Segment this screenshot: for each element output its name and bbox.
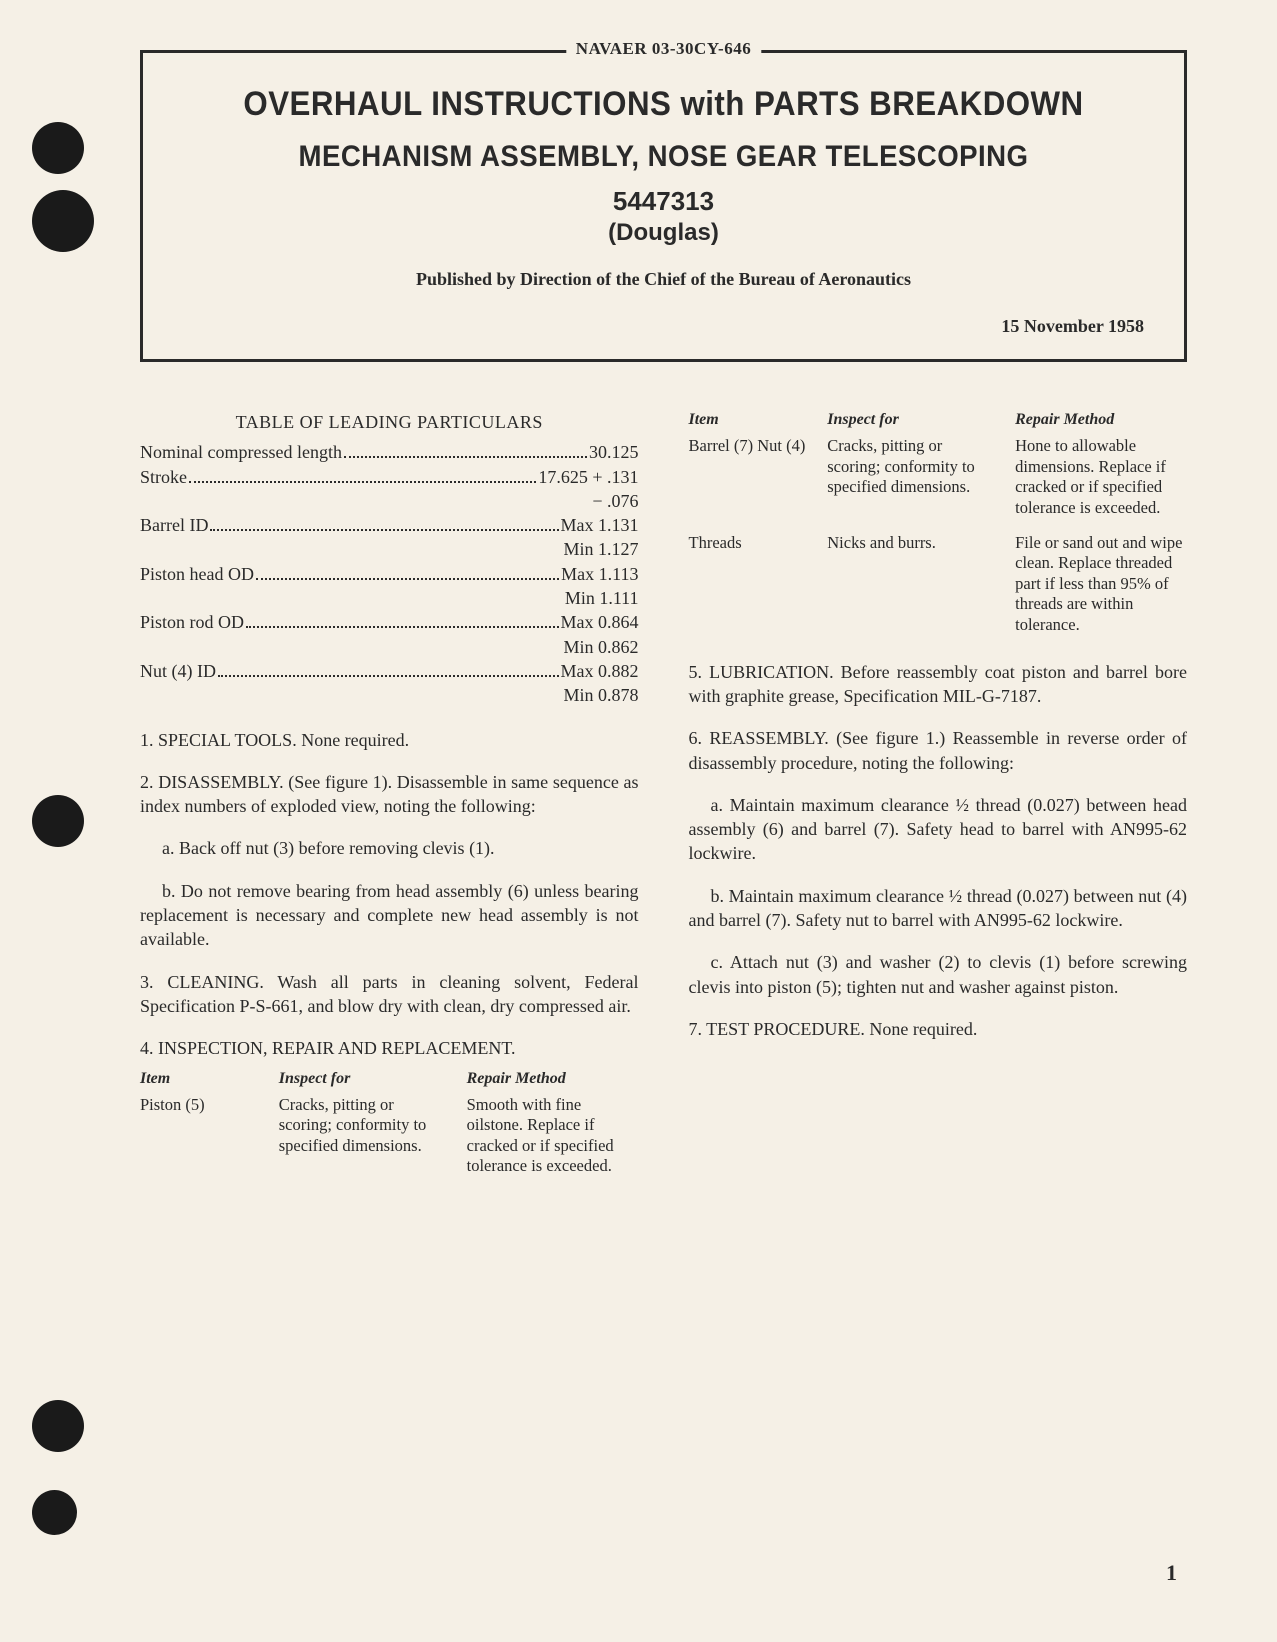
- particular-subvalue: Min 1.127: [140, 537, 639, 561]
- section-2: 2. DISASSEMBLY. (See figure 1). Disassem…: [140, 770, 639, 819]
- particular-row: Barrel ID Max 1.131: [140, 513, 639, 537]
- inspection-item: Piston (5): [140, 1095, 263, 1178]
- section-2b: b. Do not remove bearing from head assem…: [140, 879, 639, 952]
- particular-label: Nominal compressed length: [140, 440, 342, 464]
- document-id: NAVAER 03-30CY-646: [566, 39, 761, 59]
- particular-label: Piston head OD: [140, 562, 254, 586]
- publication-date: 15 November 1958: [183, 316, 1144, 337]
- particular-subvalue: − .076: [140, 489, 639, 513]
- particular-subvalue: Min 1.111: [140, 586, 639, 610]
- particular-subvalue: Min 0.878: [140, 683, 639, 707]
- punch-hole: [32, 795, 84, 847]
- inspection-item: Threads: [689, 533, 812, 636]
- particular-label: Stroke: [140, 465, 187, 489]
- inspection-inspect: Cracks, pitting or scoring; conformity t…: [279, 1095, 451, 1178]
- leader-dots: [218, 675, 559, 677]
- particular-value: 30.125: [589, 440, 639, 464]
- leader-dots: [344, 456, 587, 458]
- inspection-header-inspect: Inspect for: [827, 410, 999, 432]
- published-by: Published by Direction of the Chief of t…: [183, 269, 1144, 290]
- particular-row: Piston head OD Max 1.113: [140, 562, 639, 586]
- punch-hole: [32, 1400, 84, 1452]
- particular-value: Max 1.131: [561, 513, 639, 537]
- title-line-2: MECHANISM ASSEMBLY, NOSE GEAR TELESCOPIN…: [221, 140, 1105, 174]
- section-5: 5. LUBRICATION. Before reassembly coat p…: [689, 660, 1188, 709]
- inspection-item: Barrel (7) Nut (4): [689, 436, 812, 519]
- punch-hole: [32, 1490, 77, 1535]
- leader-dots: [210, 529, 558, 531]
- section-6a: a. Maintain maximum clearance ½ thread (…: [689, 793, 1188, 866]
- inspection-header-inspect: Inspect for: [279, 1069, 451, 1091]
- punch-hole: [32, 190, 94, 252]
- section-2a: a. Back off nut (3) before removing clev…: [140, 836, 639, 860]
- leader-dots: [256, 578, 559, 580]
- column-left: TABLE OF LEADING PARTICULARS Nominal com…: [140, 410, 639, 1177]
- inspection-inspect: Nicks and burrs.: [827, 533, 999, 636]
- inspection-header-item: Item: [140, 1069, 263, 1091]
- punch-hole: [32, 122, 84, 174]
- particular-value: 17.625 + .131: [538, 465, 638, 489]
- section-6b: b. Maintain maximum clearance ½ thread (…: [689, 884, 1188, 933]
- manufacturer: (Douglas): [183, 219, 1144, 247]
- body-columns: TABLE OF LEADING PARTICULARS Nominal com…: [140, 410, 1187, 1177]
- particular-row: Nut (4) ID Max 0.882: [140, 659, 639, 683]
- inspection-repair: File or sand out and wipe clean. Replace…: [1015, 533, 1187, 636]
- particular-subvalue: Min 0.862: [140, 635, 639, 659]
- leader-dots: [246, 626, 558, 628]
- title-line-1: OVERHAUL INSTRUCTIONS with PARTS BREAKDO…: [221, 85, 1105, 124]
- section-3: 3. CLEANING. Wash all parts in cleaning …: [140, 970, 639, 1019]
- particular-row: Piston rod OD Max 0.864: [140, 610, 639, 634]
- inspection-inspect: Cracks, pitting or scoring; conformity t…: [827, 436, 999, 519]
- section-4: 4. INSPECTION, REPAIR AND REPLACEMENT.: [140, 1036, 639, 1060]
- section-6: 6. REASSEMBLY. (See figure 1.) Reassembl…: [689, 726, 1188, 775]
- inspection-header-repair: Repair Method: [1015, 410, 1187, 432]
- particular-value: Max 0.864: [561, 610, 639, 634]
- inspection-header-item: Item: [689, 410, 812, 432]
- page: NAVAER 03-30CY-646 OVERHAUL INSTRUCTIONS…: [0, 0, 1277, 1642]
- part-number: 5447313: [183, 186, 1144, 217]
- inspection-header-repair: Repair Method: [467, 1069, 639, 1091]
- inspection-table: Item Inspect for Repair Method Barrel (7…: [689, 410, 1188, 636]
- inspection-repair: Hone to allowable dimensions. Replace if…: [1015, 436, 1187, 519]
- particular-row: Nominal compressed length 30.125: [140, 440, 639, 464]
- section-6c: c. Attach nut (3) and washer (2) to clev…: [689, 950, 1188, 999]
- particular-label: Barrel ID: [140, 513, 208, 537]
- title-block: NAVAER 03-30CY-646 OVERHAUL INSTRUCTIONS…: [140, 50, 1187, 362]
- section-1: 1. SPECIAL TOOLS. None required.: [140, 728, 639, 752]
- leader-dots: [189, 481, 536, 483]
- particular-label: Piston rod OD: [140, 610, 244, 634]
- particular-value: Max 1.113: [561, 562, 638, 586]
- inspection-table: Item Inspect for Repair Method Piston (5…: [140, 1069, 639, 1178]
- particular-value: Max 0.882: [561, 659, 639, 683]
- inspection-repair: Smooth with fine oilstone. Replace if cr…: [467, 1095, 639, 1178]
- particulars-title: TABLE OF LEADING PARTICULARS: [140, 410, 639, 434]
- page-number: 1: [1166, 1560, 1177, 1586]
- column-right: Item Inspect for Repair Method Barrel (7…: [689, 410, 1188, 1177]
- particular-label: Nut (4) ID: [140, 659, 216, 683]
- section-7: 7. TEST PROCEDURE. None required.: [689, 1017, 1188, 1041]
- particular-row: Stroke 17.625 + .131: [140, 465, 639, 489]
